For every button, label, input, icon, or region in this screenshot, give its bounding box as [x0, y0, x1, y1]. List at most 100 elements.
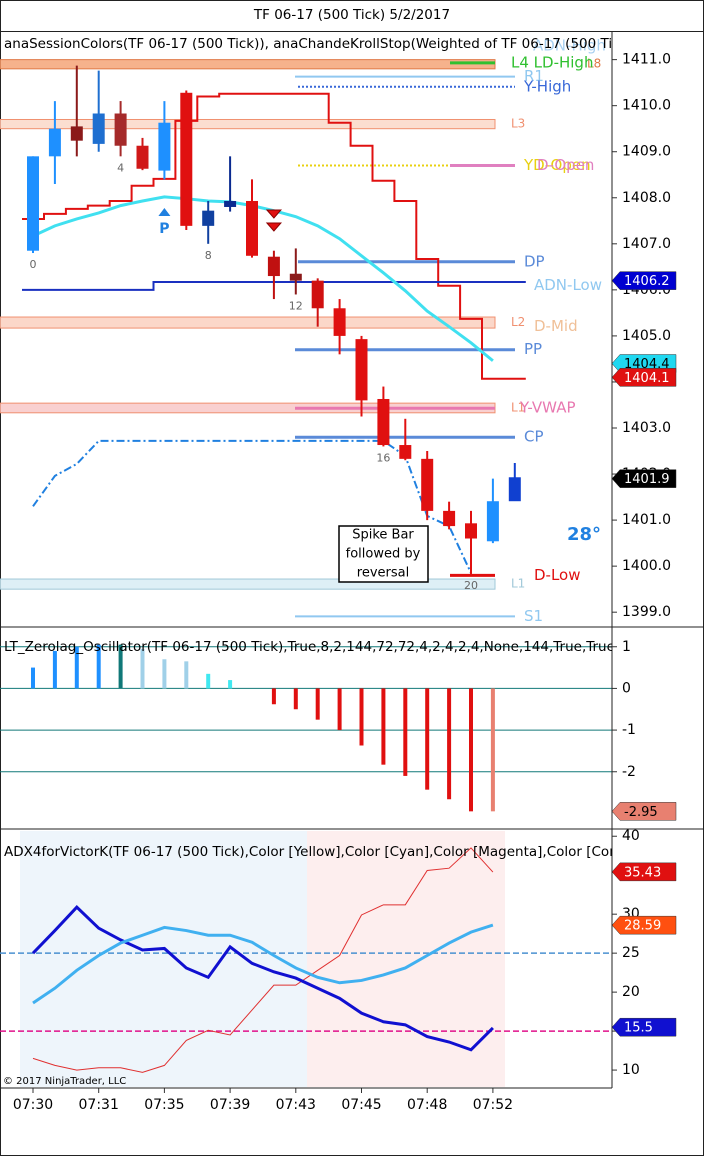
y-tick-label: 1 [622, 639, 631, 655]
level-label: D-Low [534, 566, 581, 584]
price-marker [611, 802, 677, 821]
indicator-line [22, 281, 526, 291]
y-tick-label: 1408.0 [622, 190, 671, 206]
session-band [0, 578, 496, 590]
session-band [0, 118, 496, 130]
candle-body [289, 273, 302, 281]
level-label: R1 [524, 67, 544, 85]
bar-number: 8 [205, 249, 212, 262]
price-marker-label: 1406.2 [624, 274, 670, 289]
panel-title: anaSessionColors(TF 06-17 (500 Tick)), a… [4, 36, 628, 52]
x-tick-label: 07:52 [473, 1097, 513, 1113]
histogram-bar [359, 688, 364, 746]
histogram-bar [403, 688, 408, 776]
x-tick-label: 07:48 [407, 1097, 447, 1113]
x-tick-label: 07:35 [144, 1097, 184, 1113]
band-label: L8 [587, 57, 601, 71]
session-band [0, 316, 496, 329]
y-tick-label: 1409.0 [622, 144, 671, 160]
annotation-box [338, 525, 429, 583]
candle-body [70, 126, 83, 141]
level-label: PP [524, 340, 542, 358]
price-marker-label: 1404.1 [624, 371, 670, 386]
candle-body [508, 477, 521, 502]
angle-label: 28° [567, 524, 601, 545]
level-label: ADN-High [533, 36, 606, 54]
indicator-line [32, 439, 472, 574]
band-label: L1 [511, 577, 525, 591]
candle-body [465, 523, 477, 539]
candle-body [399, 445, 412, 459]
sell-arrow [265, 222, 283, 232]
level-label: D-Open [537, 156, 594, 174]
candle-body [486, 501, 499, 542]
series-line [32, 847, 494, 1073]
candle-body [224, 200, 237, 207]
candle-body [180, 92, 193, 226]
histogram-bar [425, 688, 430, 790]
candle-body [27, 156, 39, 251]
plot-layer: 1411.01410.01409.01408.01407.01406.01405… [0, 36, 677, 1113]
candle-body [443, 510, 456, 527]
level-label: Y-VWAP [519, 399, 576, 417]
y-tick-label: 1407.0 [622, 236, 671, 252]
x-tick-label: 07:30 [13, 1097, 53, 1113]
price-marker-label: -2.95 [624, 805, 658, 820]
copyright: © 2017 NinjaTrader, LLC [3, 1076, 126, 1087]
x-tick-label: 07:39 [210, 1097, 250, 1113]
band-label: L3 [511, 117, 525, 131]
price-marker [611, 271, 677, 290]
bar-number: 20 [464, 579, 478, 592]
level-label: ADN-Low [534, 276, 602, 294]
level-label: L4 LD-High [511, 53, 593, 71]
candle-body [333, 308, 346, 336]
candle-body [311, 280, 324, 309]
candle-body [92, 113, 105, 144]
histogram-bar [381, 688, 386, 765]
y-tick-label: 1410.0 [622, 98, 671, 114]
y-tick-label: 1403.0 [622, 420, 671, 436]
candle-body [136, 145, 149, 169]
y-tick-label: 1399.0 [622, 604, 671, 620]
y-tick-label: 20 [622, 984, 640, 1000]
x-tick-label: 07:45 [341, 1097, 381, 1113]
y-tick-label: 1400.0 [622, 558, 671, 574]
y-tick-label: 1405.0 [622, 328, 671, 344]
histogram-bar [228, 680, 233, 689]
histogram-bar [490, 688, 495, 812]
histogram-bar [315, 688, 320, 720]
bar-number: 12 [289, 299, 303, 312]
candle-body [267, 256, 280, 277]
price-marker-label: 1401.9 [624, 472, 670, 487]
histogram-bar [162, 659, 167, 689]
x-tick-label: 07:43 [276, 1097, 316, 1113]
indicator-line [32, 195, 494, 362]
panel-title: LT_Zerolag_Oscillator(TF 06-17 (500 Tick… [4, 639, 615, 655]
panel-title: ADX4forVictorK(TF 06-17 (500 Tick),Color… [4, 844, 629, 860]
y-tick-label: -1 [622, 722, 636, 738]
candle-body [114, 113, 127, 146]
pivot-label: P [159, 221, 169, 237]
y-tick-label: 25 [622, 945, 640, 961]
histogram-bar [206, 673, 211, 689]
annotation-text: followed by [346, 547, 421, 562]
annotation-text: Spike Bar [352, 528, 414, 543]
bar-number: 16 [376, 451, 390, 464]
y-tick-label: 1411.0 [622, 52, 671, 68]
chart-title: TF 06-17 (500 Tick) 5/2/2017 [253, 7, 450, 23]
histogram-bar [293, 688, 298, 710]
price-marker-label: 28.59 [624, 919, 661, 934]
candle-body [48, 128, 61, 157]
level-label: DP [524, 252, 545, 270]
histogram-bar [52, 650, 57, 689]
band-label: L1 [511, 400, 525, 414]
y-tick-label: 1401.0 [622, 512, 671, 528]
series-line [32, 923, 494, 1005]
price-marker [611, 469, 677, 488]
histogram-bar [469, 688, 473, 812]
sell-arrow [265, 209, 283, 219]
bar-number: 4 [117, 161, 124, 174]
x-tick-label: 07:31 [79, 1097, 119, 1113]
level-label: Y-High [523, 77, 571, 95]
bar-number: 0 [30, 258, 37, 271]
